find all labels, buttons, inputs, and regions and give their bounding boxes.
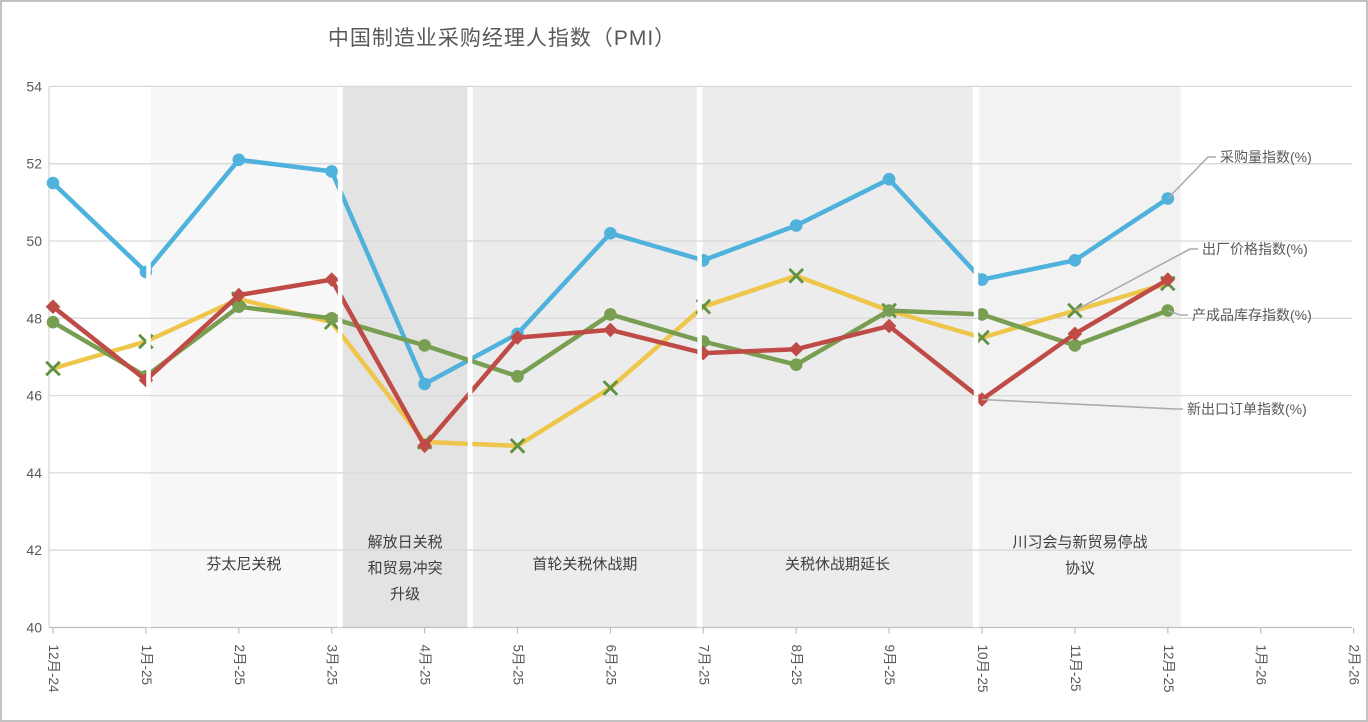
x-tick-label: 1月-26 <box>1254 645 1269 686</box>
x-tick-label: 5月-25 <box>511 645 526 686</box>
x-tick-label: 9月-25 <box>882 645 897 686</box>
x-tick-label: 2月-26 <box>1347 645 1362 686</box>
x-tick-label: 6月-25 <box>603 645 618 686</box>
data-point <box>418 339 431 352</box>
region-separators <box>146 85 979 629</box>
y-tick-label: 42 <box>26 542 42 558</box>
event-region-label: 芬太尼关税 <box>206 556 281 573</box>
event-region <box>702 86 973 628</box>
legend-label: 采购量指数(%) <box>1220 149 1312 165</box>
event-region-label: 协议 <box>1065 560 1095 577</box>
event-region-label: 关税休战期延长 <box>785 556 890 573</box>
data-point <box>788 268 804 284</box>
data-point <box>231 287 247 303</box>
data-point <box>1068 339 1082 352</box>
data-point <box>882 304 896 317</box>
data-point <box>975 308 989 321</box>
data-point <box>324 272 339 287</box>
data-point <box>232 153 246 167</box>
data-point <box>1068 253 1082 267</box>
legend-leader-line <box>1167 309 1188 316</box>
event-region-label: 首轮关税休战期 <box>532 556 637 573</box>
legend-leader-line <box>1074 248 1198 312</box>
data-point <box>45 299 61 314</box>
x-tick-label: 1月-25 <box>139 645 154 686</box>
data-point <box>417 438 432 454</box>
chart-title: 中国制造业采购经理人指数（PMI） <box>327 27 677 50</box>
event-region <box>342 86 468 628</box>
x-tick-label: 2月-25 <box>232 645 247 686</box>
x-tick-label: 10月-25 <box>975 645 990 693</box>
legend-label: 新出口订单指数(%) <box>1187 401 1307 417</box>
event-region-label: 解放日关税 <box>368 534 443 551</box>
data-point <box>603 322 618 338</box>
event-region <box>979 86 1181 628</box>
legend: 采购量指数(%) 出厂价格指数(%) 产成品库存指数(%) 新出口订单指数(%) <box>981 149 1312 417</box>
event-region-label: 和贸易冲突 <box>368 560 443 577</box>
data-point <box>418 377 431 391</box>
data-point <box>511 370 524 383</box>
data-point <box>975 273 989 286</box>
x-tick-label: 8月-25 <box>789 645 804 686</box>
y-tick-label: 46 <box>26 388 42 404</box>
data-point <box>509 438 526 454</box>
data-point <box>788 341 804 357</box>
y-tick-label: 54 <box>26 78 42 94</box>
data-point <box>789 358 803 372</box>
y-tick-label: 40 <box>26 620 42 636</box>
data-point <box>789 219 803 232</box>
x-tick-label: 12月-25 <box>1161 645 1176 693</box>
y-tick-label: 50 <box>26 233 42 249</box>
legend-label: 出厂价格指数(%) <box>1202 241 1308 257</box>
event-region <box>472 86 697 628</box>
y-tick-label: 48 <box>26 310 42 326</box>
data-point <box>232 300 246 314</box>
data-point <box>1067 326 1083 342</box>
legend-label: 产成品库存指数(%) <box>1192 307 1312 323</box>
data-point <box>604 227 617 240</box>
data-point <box>1160 272 1176 287</box>
event-region <box>150 86 338 628</box>
data-point <box>882 172 896 186</box>
data-point <box>325 165 339 178</box>
y-tick-label: 44 <box>26 465 42 481</box>
x-tick-label: 3月-25 <box>325 645 340 686</box>
data-point <box>45 360 61 377</box>
event-region-label: 川习会与新贸易停战 <box>1012 534 1147 551</box>
data-point <box>46 176 60 190</box>
x-tick-label: 7月-25 <box>696 645 711 686</box>
data-point <box>46 315 60 329</box>
event-region-label: 升级 <box>390 586 420 603</box>
x-axis: 12月-24 1月-25 2月-25 3月-25 4月-25 5月-25 6月-25 7月-2… <box>46 627 1362 694</box>
data-point <box>138 372 154 388</box>
y-tick-label: 52 <box>26 156 42 172</box>
x-tick-label: 11月-25 <box>1068 645 1083 692</box>
x-tick-label: 4月-25 <box>418 645 433 686</box>
data-point <box>325 312 339 325</box>
x-tick-label: 12月-24 <box>46 645 61 694</box>
legend-leader-line <box>981 398 1183 410</box>
series-产成品库存指数(%) <box>46 300 1175 383</box>
legend-leader-line <box>1167 156 1216 200</box>
data-point <box>604 308 617 321</box>
data-point <box>602 380 619 396</box>
data-point <box>881 318 897 334</box>
